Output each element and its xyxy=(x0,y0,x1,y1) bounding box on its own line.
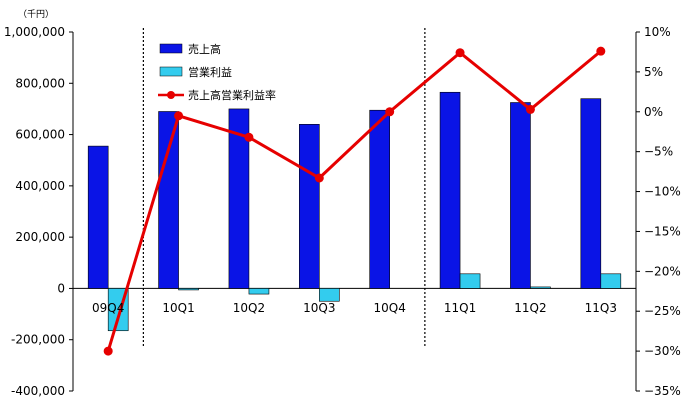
legend-label-sales: 売上高 xyxy=(188,42,221,56)
bar-operating-profit-10Q2 xyxy=(248,288,270,295)
bar-sales-11Q2 xyxy=(510,102,531,289)
margin-point-10Q2 xyxy=(244,132,254,142)
category-label: 11Q1 xyxy=(444,301,476,315)
bar-sales-11Q3 xyxy=(580,98,602,289)
category-label: 10Q2 xyxy=(233,301,265,315)
bar-operating-profit-11Q3 xyxy=(600,273,622,289)
category-label: 10Q1 xyxy=(162,301,194,315)
bar-operating-profit-10Q3 xyxy=(319,288,340,302)
category-label: 10Q3 xyxy=(303,301,335,315)
category-label: 09Q4 xyxy=(92,301,124,315)
right-tick-label: −30% xyxy=(644,344,681,358)
bar-sales-10Q3 xyxy=(299,124,320,289)
right-tick-label: −15% xyxy=(644,224,681,238)
right-tick-label: −35% xyxy=(644,384,681,397)
margin-point-11Q2 xyxy=(525,104,535,114)
margin-line xyxy=(106,49,602,352)
category-label: 11Q2 xyxy=(514,301,546,315)
margin-point-10Q4 xyxy=(385,107,395,117)
bar-operating-profit-10Q1 xyxy=(178,288,199,291)
margin-point-10Q3 xyxy=(314,173,324,183)
right-tick-label: 10% xyxy=(644,25,671,39)
right-tick-label: −5% xyxy=(644,145,673,159)
category-label: 11Q3 xyxy=(585,301,617,315)
left-tick-label: 400,000 xyxy=(15,179,65,193)
right-tick-label: 0% xyxy=(644,105,663,119)
left-tick-label: 1,000,000 xyxy=(4,25,65,39)
bar-operating-profit-11Q1 xyxy=(459,273,481,289)
margin-point-11Q1 xyxy=(455,48,465,58)
unit-label: （千円） xyxy=(18,9,54,20)
right-tick-label: −20% xyxy=(644,264,681,278)
category-label: 10Q4 xyxy=(374,301,406,315)
right-tick-label: −25% xyxy=(644,304,681,318)
margin-point-10Q1 xyxy=(174,111,184,121)
bar-sales-09Q4 xyxy=(87,145,109,289)
margin-point-09Q4 xyxy=(103,346,113,356)
left-tick-label: 800,000 xyxy=(15,76,65,90)
bar-operating-profit-11Q2 xyxy=(530,286,551,289)
left-tick-label: -200,000 xyxy=(11,333,65,347)
margin-point-11Q3 xyxy=(596,46,606,56)
legend-swatch-operating-profit xyxy=(159,66,183,77)
legend-swatch-sales xyxy=(159,43,183,54)
bar-sales-10Q4 xyxy=(369,109,390,289)
legend-label-margin: 売上高営業利益率 xyxy=(188,88,276,102)
bar-sales-10Q1 xyxy=(158,111,179,289)
legend-label-operating-profit: 営業利益 xyxy=(188,65,232,79)
bar-sales-11Q1 xyxy=(439,91,461,289)
left-tick-label: 0 xyxy=(57,281,65,295)
left-tick-label: 200,000 xyxy=(15,230,65,244)
left-tick-label: 600,000 xyxy=(15,128,65,142)
right-tick-label: −10% xyxy=(644,185,681,199)
left-tick-label: -400,000 xyxy=(11,384,65,397)
bar-sales-10Q2 xyxy=(228,108,250,289)
right-tick-label: 5% xyxy=(644,65,663,79)
legend-marker-margin xyxy=(167,91,175,99)
